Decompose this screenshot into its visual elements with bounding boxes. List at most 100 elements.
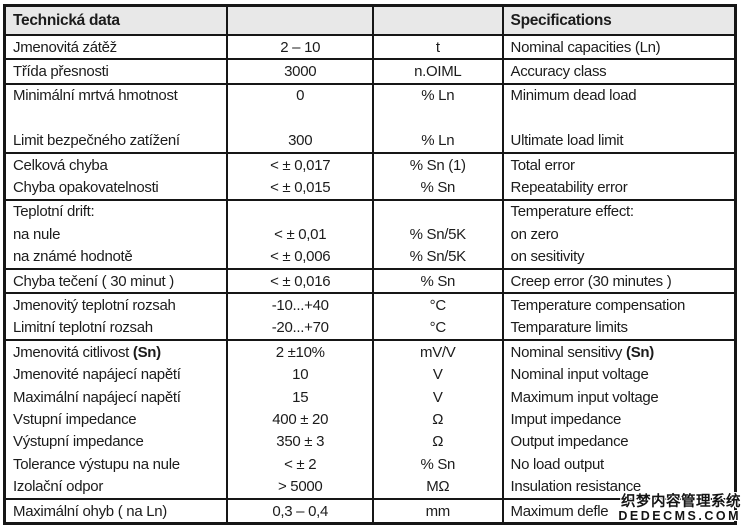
cell-value-row2: 0 xyxy=(226,83,373,108)
cell-value-row19: > 5000 xyxy=(226,475,373,500)
cell-param-row1: Třída přesnosti xyxy=(4,59,228,85)
cell-unit-row20: mm xyxy=(372,498,503,524)
cell-unit-row4: % Ln xyxy=(372,129,503,154)
table-row: na nule < ± 0,01% Sn/5K on zero xyxy=(5,223,736,246)
table-row: Třída přesnosti 3000 n.OIML Accuracy class xyxy=(4,59,736,85)
table-row: Jmenovité napájecí napětí 10 V Nominal inpu… xyxy=(5,363,736,386)
cell-value-row18: < ± 2 xyxy=(226,453,373,476)
cell-param-row0: Jmenovitá zátěž xyxy=(4,35,228,61)
cell-spec-row15: Maximum input voltage xyxy=(501,385,736,409)
cell-value-row20: 0,3 – 0,4 xyxy=(226,498,373,524)
cell-unit-row19: MΩ xyxy=(372,475,503,500)
cell-param-row8: na nule xyxy=(13,225,61,243)
cell-spec-row16: Imput impedance xyxy=(501,408,736,431)
cell-spec-row17: Output impedance xyxy=(501,430,736,454)
header-values-empty xyxy=(226,5,373,36)
cell-unit-row18: % Sn xyxy=(372,453,503,476)
cell-value-row3 xyxy=(226,107,373,130)
cell-unit-row15: V xyxy=(372,385,503,409)
cell-unit-row9: % Sn/5K xyxy=(372,245,503,270)
cell-unit-row17: Ω xyxy=(372,430,503,454)
cell-spec-row5: Total error xyxy=(501,152,736,177)
cell-value-row16: 400 ± 20 xyxy=(226,408,373,431)
table-body: Jmenovitá zátěž 2 – 10 t Nominal capacities… xyxy=(4,35,736,524)
cell-unit-row2: % Ln xyxy=(372,83,503,108)
cell-unit-row11: °C xyxy=(372,293,503,317)
table-row: Izolační odpor > 5000 MΩ Insulation resista… xyxy=(4,475,736,500)
cell-unit-row1: n.OIML xyxy=(372,59,503,85)
table-row: Chyba opakovatelnosti < ± 0,015% Sn Repeat… xyxy=(4,176,736,201)
cell-unit-row10: % Sn xyxy=(372,268,503,295)
cell-spec-row10: Creep error (30 minutes ) xyxy=(501,268,736,295)
table-row: Jmenovitá zátěž 2 – 10 t Nominal capacities… xyxy=(4,35,736,61)
cell-param-row9: na známé hodnotě xyxy=(4,245,228,270)
cell-param-row7: Teplotní drift: xyxy=(13,203,95,221)
table-row: Minimální mrtvá hmotnost 0% Ln Minimum dea… xyxy=(5,83,736,108)
table-row: Limitní teplotní rozsah -20...+70 °C Tempar… xyxy=(4,316,736,342)
cell-value-row4: 300 xyxy=(226,129,373,154)
cell-unit-row13: mV/V xyxy=(372,340,503,364)
cell-unit-row3 xyxy=(372,107,503,130)
header-technical-data: Technická data xyxy=(4,5,228,36)
table-row: Celková chyba < ± 0,017% Sn (1) Total erro… xyxy=(5,152,736,177)
cell-value-row11: -10...+40 xyxy=(226,293,373,317)
table-row: Vstupní impedance 400 ± 20 Ω Imput impedanc… xyxy=(5,408,736,431)
cell-param-row4: Limit bezpečného zatížení xyxy=(4,129,228,154)
cell-param-row3 xyxy=(5,107,228,129)
cell-value-row7 xyxy=(226,199,373,224)
table-row: Teplotní drift: Temperature effect: xyxy=(5,199,736,224)
cell-spec-row0: Nominal capacities (Ln) xyxy=(501,35,736,61)
cell-value-row10: < ± 0,016 xyxy=(226,268,373,295)
cell-value-row8: < ± 0,01 xyxy=(226,223,373,246)
table-header-row: Technická data Specifications xyxy=(4,5,736,36)
table-row: Jmenovitý teplotní rozsah -10...+40 °C Temp… xyxy=(5,293,736,317)
cell-spec-row18: No load output xyxy=(501,453,736,476)
cell-spec-row19: Insulation resistance xyxy=(501,475,736,500)
cell-spec-row9: on sesitivity xyxy=(501,245,736,270)
table-row: Tolerance výstupu na nule < ± 2% Sn No loa… xyxy=(5,453,736,476)
cell-param-row20: Maximální ohyb ( na Ln) xyxy=(13,502,168,520)
cell-param-row12: Limitní teplotní rozsah xyxy=(4,316,228,342)
cell-spec-row20: Maximum defle xyxy=(501,498,736,524)
cell-value-row12: -20...+70 xyxy=(226,316,373,342)
cell-value-row0: 2 – 10 xyxy=(226,35,373,61)
cell-param-row14: Jmenovité napájecí napětí xyxy=(13,366,181,384)
cell-unit-row7 xyxy=(372,199,503,224)
cell-spec-row6: Repeatability error xyxy=(501,176,736,201)
cell-unit-row6: % Sn xyxy=(372,176,503,201)
cell-spec-row4: Ultimate load limit xyxy=(501,129,736,154)
cell-param-row10: Chyba tečení ( 30 minut ) xyxy=(4,268,228,295)
cell-value-row1: 3000 xyxy=(226,59,373,85)
cell-spec-row1: Accuracy class xyxy=(501,59,736,85)
cell-value-row13: 2 ±10% xyxy=(226,340,373,364)
cell-spec-row14: Nominal input voltage xyxy=(501,363,736,386)
cell-value-row14: 10 xyxy=(226,363,373,386)
cell-unit-row5: % Sn (1) xyxy=(372,152,503,177)
cell-value-row6: < ± 0,015 xyxy=(226,176,373,201)
table-row xyxy=(5,107,736,130)
cell-param-row17: Výstupní impedance xyxy=(13,433,144,451)
table-row: Chyba tečení ( 30 minut ) < ± 0,016% Sn Cr… xyxy=(4,268,736,295)
cell-spec-row11: Temperature compensation xyxy=(501,293,736,317)
table-row: na známé hodnotě < ± 0,006% Sn/5K on sesit… xyxy=(4,245,736,270)
cell-spec-row8: on zero xyxy=(501,223,736,246)
cell-spec-row2: Minimum dead load xyxy=(501,83,736,108)
cell-unit-row14: V xyxy=(372,363,503,386)
table-row: Maximální ohyb ( na Ln) 0,3 – 0,4 mm Maximu… xyxy=(5,498,736,524)
cell-param-row6: Chyba opakovatelnosti xyxy=(4,176,228,201)
cell-unit-row12: °C xyxy=(372,316,503,342)
cell-spec-row3 xyxy=(501,107,736,130)
cell-value-row17: 350 ± 3 xyxy=(226,430,373,454)
specifications-table: Technická data Specifications Jmenovitá … xyxy=(3,4,737,526)
cell-value-row5: < ± 0,017 xyxy=(226,152,373,177)
cell-spec-row13: Nominal sensitivy (Sn) xyxy=(501,340,736,364)
cell-value-row9: < ± 0,006 xyxy=(226,245,373,270)
table-row: Limit bezpečného zatížení 300% Ln Ultimate… xyxy=(4,129,736,154)
cell-param-row18: Tolerance výstupu na nule xyxy=(13,455,180,473)
cell-unit-row0: t xyxy=(372,35,503,61)
header-units-empty xyxy=(372,5,503,36)
cell-param-row16: Vstupní impedance xyxy=(13,410,137,428)
cell-param-row15: Maximální napájecí napětí xyxy=(13,388,181,406)
cell-param-row2: Minimální mrtvá hmotnost xyxy=(13,87,178,105)
